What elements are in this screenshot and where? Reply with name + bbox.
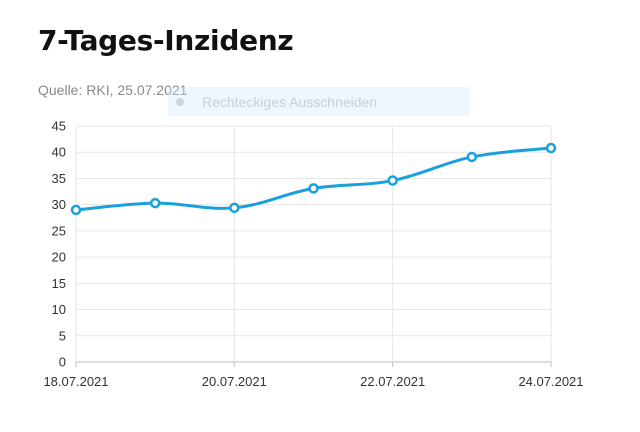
data-point — [70, 204, 82, 216]
x-tick-label: 24.07.2021 — [518, 374, 583, 389]
y-tick-label: 0 — [59, 355, 66, 370]
x-tick-label: 18.07.2021 — [43, 374, 108, 389]
x-tick-label: 20.07.2021 — [202, 374, 267, 389]
data-point — [466, 151, 478, 163]
y-tick-label: 30 — [52, 197, 66, 212]
snip-tool-overlay[interactable]: Rechteckiges Ausschneiden — [168, 87, 470, 116]
data-point — [308, 183, 319, 194]
snip-dot-icon — [176, 97, 184, 106]
data-point — [149, 197, 161, 209]
y-tick-label: 25 — [52, 223, 66, 238]
y-axis: 0 5 10 15 20 25 30 35 40 45 — [52, 119, 66, 370]
data-points — [70, 142, 557, 216]
snip-tool-label: Rechteckiges Ausschneiden — [202, 93, 378, 110]
data-point — [545, 142, 557, 154]
y-tick-label: 35 — [52, 171, 66, 186]
y-tick-label: 40 — [52, 145, 66, 160]
grid — [75, 125, 552, 367]
y-tick-label: 10 — [52, 302, 66, 317]
x-tick-label: 22.07.2021 — [360, 374, 425, 389]
series-line — [74, 146, 553, 212]
chart-title: 7-Tages-Inzidenz — [38, 24, 294, 57]
data-point — [387, 175, 398, 186]
y-tick-label: 15 — [52, 276, 66, 291]
y-tick-label: 5 — [59, 328, 66, 343]
y-tick-label: 20 — [52, 250, 66, 265]
data-point — [229, 202, 240, 214]
source-note: Quelle: RKI, 25.07.2021 — [38, 82, 188, 98]
y-tick-label: 45 — [52, 119, 66, 134]
x-axis: 18.07.2021 20.07.2021 22.07.2021 24.07.2021 — [43, 374, 583, 389]
